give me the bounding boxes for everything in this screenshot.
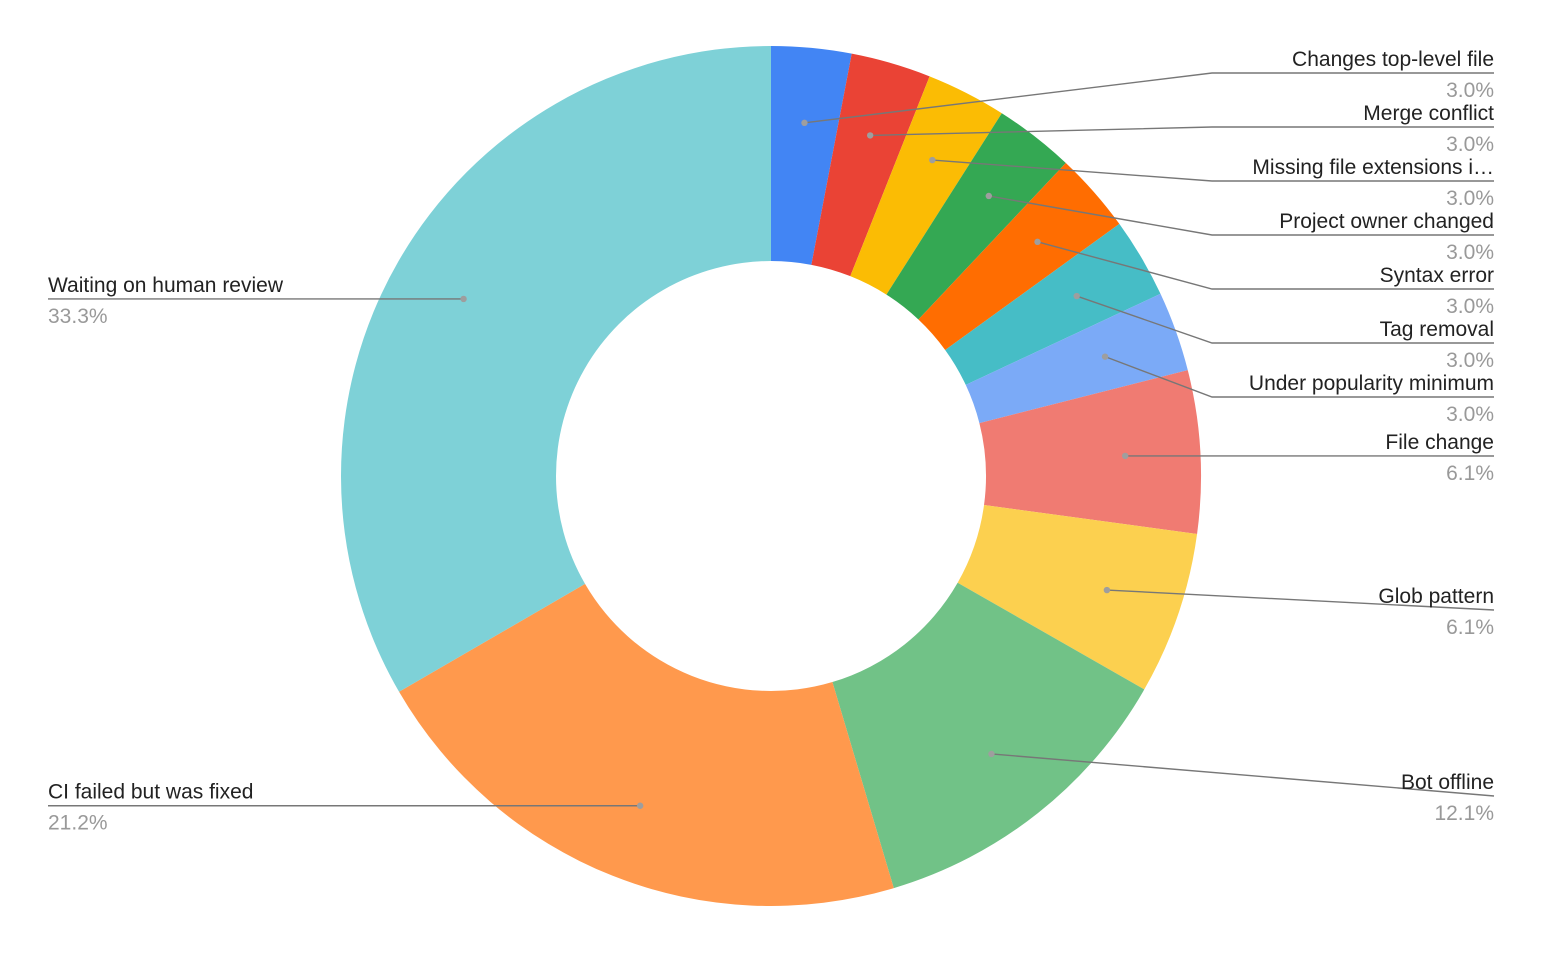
slice-glob-pattern: [957, 505, 1198, 690]
slice-value-tag-removal: 3.0%: [1446, 349, 1494, 372]
slice-label-merge-conflict: Merge conflict: [1363, 102, 1494, 125]
slice-under-popularity-minimum: [965, 293, 1188, 424]
leader-dot-ci-failed-but-was-fixed: [636, 802, 644, 809]
leader-line-changes-top-level-file: [804, 72, 1494, 124]
leader-dot-tag-removal: [1073, 292, 1080, 300]
leader-line-merge-conflict: [870, 126, 1494, 137]
leader-dot-missing-file-extensions-i: [929, 156, 936, 164]
slices-layer: [341, 46, 1201, 906]
slice-value-ci-failed-but-was-fixed: 21.2%: [48, 812, 108, 835]
slice-label-tag-removal: Tag removal: [1380, 318, 1494, 341]
slice-merge-conflict: [811, 53, 930, 277]
leader-line-under-popularity-minimum: [1104, 355, 1494, 398]
leader-line-missing-file-extensions-i: [932, 159, 1494, 182]
slice-value-project-owner-changed: 3.0%: [1446, 241, 1494, 264]
slice-value-syntax-error: 3.0%: [1446, 295, 1494, 318]
slice-label-waiting-on-human-review: Waiting on human review: [48, 274, 284, 297]
slice-ci-failed-but-was-fixed: [399, 583, 894, 906]
slice-label-under-popularity-minimum: Under popularity minimum: [1249, 372, 1494, 395]
slice-value-changes-top-level-file: 3.0%: [1446, 79, 1494, 102]
leader-line-tag-removal: [1076, 295, 1494, 344]
leader-dot-syntax-error: [1034, 238, 1041, 246]
slice-changes-top-level-file: [771, 46, 852, 265]
slice-value-merge-conflict: 3.0%: [1446, 133, 1494, 156]
slice-value-waiting-on-human-review: 33.3%: [48, 305, 108, 328]
slice-project-owner-changed: [886, 113, 1066, 320]
slice-value-under-popularity-minimum: 3.0%: [1446, 403, 1494, 426]
slice-value-glob-pattern: 6.1%: [1446, 616, 1494, 639]
slice-value-bot-offline: 12.1%: [1434, 802, 1494, 825]
leader-dot-merge-conflict: [866, 132, 874, 139]
slice-label-syntax-error: Syntax error: [1380, 264, 1494, 287]
leader-line-project-owner-changed: [988, 195, 1494, 236]
slice-label-missing-file-extensions-i: Missing file extensions i…: [1252, 156, 1494, 179]
leader-dot-project-owner-changed: [985, 192, 992, 200]
slice-label-ci-failed-but-was-fixed: CI failed but was fixed: [48, 781, 253, 804]
slice-label-bot-offline: Bot offline: [1401, 771, 1494, 794]
slice-value-file-change: 6.1%: [1446, 462, 1494, 485]
slice-label-file-change: File change: [1385, 431, 1494, 454]
slice-bot-offline: [832, 582, 1145, 889]
slice-value-missing-file-extensions-i: 3.0%: [1446, 187, 1494, 210]
leader-dot-glob-pattern: [1103, 586, 1111, 594]
leaders-layer: [48, 72, 1495, 809]
slice-label-project-owner-changed: Project owner changed: [1279, 210, 1494, 233]
slice-label-glob-pattern: Glob pattern: [1378, 585, 1494, 608]
leader-dot-waiting-on-human-review: [460, 295, 467, 303]
leader-line-syntax-error: [1037, 241, 1494, 290]
slice-missing-file-extensions-i: [850, 76, 1002, 295]
leader-line-glob-pattern: [1106, 589, 1495, 611]
leader-dot-changes-top-level-file: [801, 119, 808, 127]
leader-dot-file-change: [1121, 452, 1129, 460]
leader-dot-under-popularity-minimum: [1101, 353, 1109, 360]
slice-waiting-on-human-review: [341, 46, 771, 692]
leader-line-bot-offline: [991, 753, 1495, 797]
slice-label-changes-top-level-file: Changes top-level file: [1292, 48, 1494, 71]
leader-dot-bot-offline: [988, 750, 995, 758]
slice-tag-removal: [945, 223, 1161, 385]
slice-file-change: [979, 370, 1201, 535]
